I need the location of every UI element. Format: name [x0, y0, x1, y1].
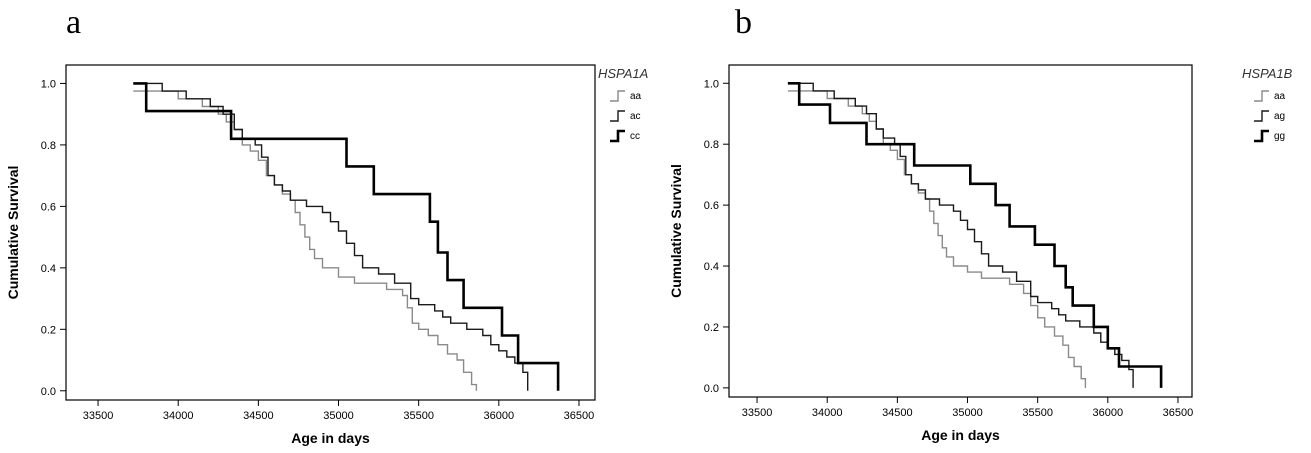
plot-frame [728, 64, 1193, 398]
x-tick-label: 33500 [742, 407, 773, 419]
y-tick-label: 0.2 [41, 324, 56, 336]
y-axis-label: Cumulative Survival [668, 164, 684, 298]
chart-panel-a: 0.0 0.2 0.4 0.6 0.8 1.0 33500 34000 34500 35000 35… [5, 64, 648, 446]
legend-swatch-cc [610, 129, 625, 143]
legend-title: HSPA1A [598, 66, 648, 81]
x-tick-label: 35000 [323, 410, 354, 422]
x-tick-label: 35000 [952, 407, 983, 419]
x-tick-label: 36500 [564, 410, 595, 422]
y-tick-label: 0.6 [41, 201, 56, 213]
survival-line-ac [133, 82, 529, 391]
survival-line-cc [133, 82, 560, 391]
legend-label-cc: cc [630, 131, 640, 142]
survival-line-gg [787, 82, 1163, 388]
x-tick-label: 36500 [1163, 407, 1194, 419]
y-tick-label: 0.8 [41, 140, 56, 152]
x-tick-label: 36000 [484, 410, 515, 422]
y-tick-label: 0.2 [704, 322, 719, 334]
x-tick-label: 34000 [163, 410, 194, 422]
legend-label-ag: ag [1274, 111, 1285, 122]
legend-swatch-aa [610, 90, 625, 102]
survival-line-ag [787, 82, 1134, 388]
x-tick-label: 33500 [83, 410, 114, 422]
y-tick-label: 0.8 [704, 139, 719, 151]
y-tick-label: 1.0 [41, 78, 56, 90]
panel-a-letter: a [66, 4, 82, 41]
y-axis-label: Cumulative Survival [5, 166, 21, 300]
x-tick-label: 35500 [403, 410, 434, 422]
y-tick-label: 1.0 [704, 78, 719, 90]
y-tick-label: 0.4 [41, 263, 56, 275]
legend-swatch-aa [1254, 90, 1269, 102]
legend-title: HSPA1B [1242, 66, 1293, 81]
legend-swatch-ag [1254, 110, 1269, 122]
survival-line-aa [133, 90, 478, 391]
legend-label-aa: aa [630, 91, 642, 102]
plot-frame [65, 64, 596, 401]
x-tick-label: 34000 [812, 407, 843, 419]
legend-label-gg: gg [1274, 131, 1285, 142]
legend-label-ac: ac [630, 111, 641, 122]
panel-b-letter: b [735, 4, 752, 41]
x-axis-label: Age in days [291, 430, 370, 446]
legend-swatch-ac [610, 110, 625, 122]
legend-swatch-gg [1254, 129, 1269, 143]
legend-label-aa: aa [1274, 91, 1286, 102]
y-tick-label: 0.0 [41, 386, 56, 398]
y-tick-label: 0.6 [704, 200, 719, 212]
y-tick-label: 0.0 [704, 383, 719, 395]
chart-panel-b: 0.0 0.2 0.4 0.6 0.8 1.0 33500 34000 34500 35000 35… [668, 64, 1293, 443]
x-tick-label: 35500 [1022, 407, 1053, 419]
x-tick-label: 36000 [1093, 407, 1124, 419]
survival-line-aa [787, 90, 1087, 388]
x-axis-label: Age in days [921, 427, 1000, 443]
y-tick-label: 0.4 [704, 261, 719, 273]
x-tick-label: 34500 [882, 407, 913, 419]
x-tick-label: 34500 [243, 410, 274, 422]
